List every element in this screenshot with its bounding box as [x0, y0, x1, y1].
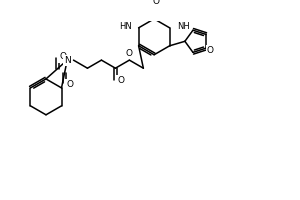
Text: O: O — [126, 49, 133, 58]
Text: O: O — [117, 76, 124, 85]
Text: HN: HN — [119, 22, 131, 31]
Text: O: O — [59, 52, 67, 61]
Text: O: O — [152, 0, 159, 6]
Text: O: O — [207, 46, 214, 55]
Text: NH: NH — [177, 22, 190, 31]
Text: O: O — [67, 80, 73, 89]
Text: N: N — [64, 56, 70, 65]
